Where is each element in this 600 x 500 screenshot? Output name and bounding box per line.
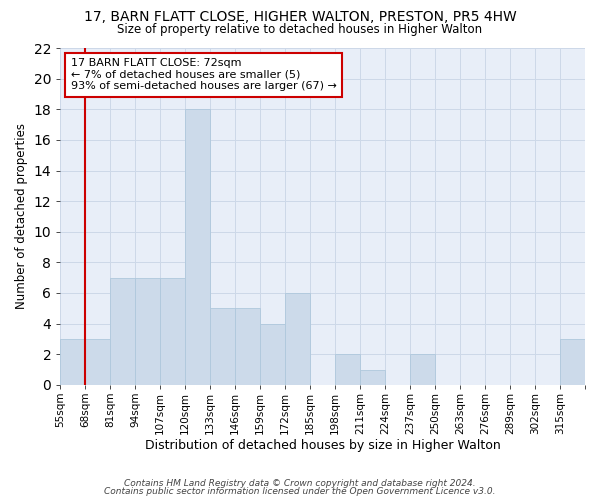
Bar bbox=[210, 308, 235, 385]
Bar bbox=[61, 339, 85, 385]
Bar bbox=[85, 339, 110, 385]
Bar bbox=[335, 354, 360, 385]
Y-axis label: Number of detached properties: Number of detached properties bbox=[15, 124, 28, 310]
X-axis label: Distribution of detached houses by size in Higher Walton: Distribution of detached houses by size … bbox=[145, 440, 500, 452]
Text: 17, BARN FLATT CLOSE, HIGHER WALTON, PRESTON, PR5 4HW: 17, BARN FLATT CLOSE, HIGHER WALTON, PRE… bbox=[83, 10, 517, 24]
Bar bbox=[160, 278, 185, 385]
Bar bbox=[410, 354, 435, 385]
Bar bbox=[185, 110, 210, 385]
Bar bbox=[285, 293, 310, 385]
Bar bbox=[360, 370, 385, 385]
Text: Contains public sector information licensed under the Open Government Licence v3: Contains public sector information licen… bbox=[104, 487, 496, 496]
Bar bbox=[260, 324, 285, 385]
Bar bbox=[560, 339, 585, 385]
Text: Size of property relative to detached houses in Higher Walton: Size of property relative to detached ho… bbox=[118, 22, 482, 36]
Bar bbox=[135, 278, 160, 385]
Text: 17 BARN FLATT CLOSE: 72sqm
← 7% of detached houses are smaller (5)
93% of semi-d: 17 BARN FLATT CLOSE: 72sqm ← 7% of detac… bbox=[71, 58, 337, 92]
Text: Contains HM Land Registry data © Crown copyright and database right 2024.: Contains HM Land Registry data © Crown c… bbox=[124, 478, 476, 488]
Bar bbox=[235, 308, 260, 385]
Bar bbox=[110, 278, 135, 385]
